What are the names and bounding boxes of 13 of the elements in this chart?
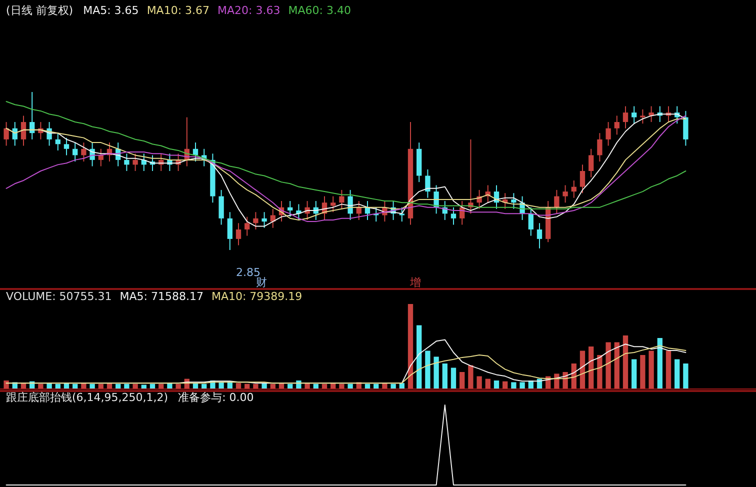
text: 准备参与: 0.00 <box>178 391 254 404</box>
text: MA20: 3.63 <box>218 4 280 17</box>
text: MA5: 71588.17 <box>120 290 204 303</box>
text: MA60: 3.40 <box>288 4 351 17</box>
text: MA10: 79389.19 <box>211 290 302 303</box>
chart-title: 跟庄底部抬钱(6,14,95,250,1,2) <box>6 391 168 404</box>
text: MA10: 3.67 <box>146 4 210 17</box>
text: VOLUME: 50755.31 <box>6 290 112 303</box>
text: 财 <box>256 276 267 289</box>
text: 增 <box>409 276 421 289</box>
text: MA5: 3.65 <box>83 4 139 17</box>
text: 2.85 <box>236 266 260 279</box>
chart-title: (日线 前复权) <box>6 4 74 17</box>
